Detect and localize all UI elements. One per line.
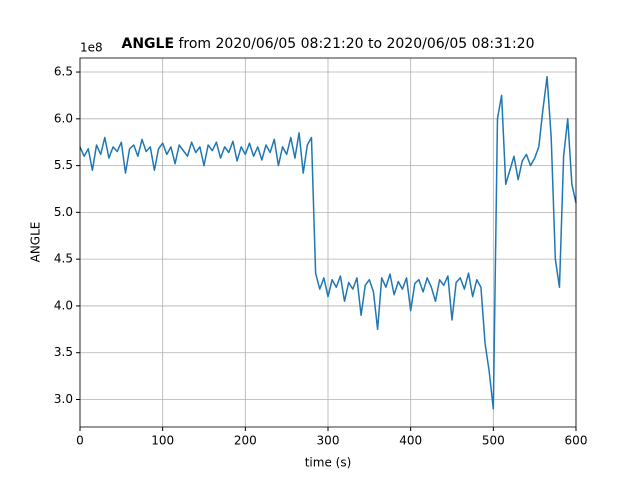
x-tick-label: 600	[565, 434, 588, 448]
x-axis-label: time (s)	[305, 456, 352, 470]
x-tick-label: 200	[234, 434, 257, 448]
y-tick-label: 6.5	[54, 65, 73, 79]
y-tick-label: 3.5	[54, 345, 73, 359]
y-tick-label: 3.0	[54, 392, 73, 406]
x-tick-label: 500	[482, 434, 505, 448]
x-tick-label: 300	[317, 434, 340, 448]
y-tick-label: 5.0	[54, 205, 73, 219]
y-tick-label: 4.0	[54, 298, 73, 312]
y-tick-label: 4.5	[54, 252, 73, 266]
line-series	[79, 75, 577, 410]
y-offset-label: 1e8	[80, 41, 103, 55]
x-tick-label: 0	[76, 434, 84, 448]
y-axis-label: ANGLE	[29, 222, 43, 263]
plot-frame	[79, 57, 577, 428]
y-tick-label: 5.5	[54, 158, 73, 172]
x-tick-label: 400	[399, 434, 422, 448]
title-bold: ANGLE	[121, 36, 174, 52]
y-tick-label: 6.0	[54, 111, 73, 125]
title-rest: from 2020/06/05 08:21:20 to 2020/06/05 0…	[178, 36, 534, 52]
x-tick-label: 100	[151, 434, 174, 448]
chart-title: ANGLE from 2020/06/05 08:21:20 to 2020/0…	[121, 36, 534, 52]
